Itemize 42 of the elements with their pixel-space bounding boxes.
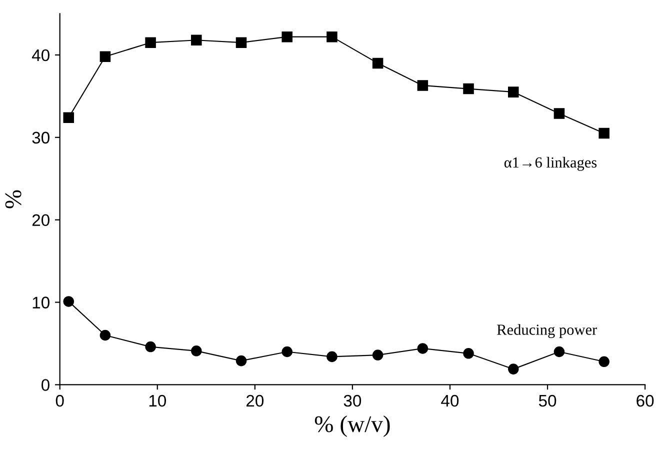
x-tick-label: 60 bbox=[636, 394, 654, 407]
point bbox=[554, 108, 565, 119]
point bbox=[598, 356, 610, 368]
point bbox=[326, 351, 338, 362]
point bbox=[372, 58, 384, 69]
point bbox=[598, 128, 610, 139]
point bbox=[372, 350, 384, 360]
x-tick-label: 50 bbox=[538, 394, 556, 407]
point bbox=[236, 355, 247, 366]
point bbox=[145, 37, 156, 48]
x-tick-label: 0 bbox=[56, 394, 64, 407]
series-label: α1→6 linkages bbox=[504, 156, 597, 171]
point bbox=[417, 80, 428, 91]
point bbox=[282, 31, 292, 42]
point bbox=[282, 346, 292, 358]
point bbox=[463, 83, 474, 94]
x-tick-label: 40 bbox=[441, 394, 459, 407]
point bbox=[191, 346, 202, 356]
x-tick-label: 20 bbox=[246, 394, 264, 407]
x-tick-label: 10 bbox=[149, 394, 166, 407]
point bbox=[100, 330, 111, 341]
point bbox=[508, 86, 519, 98]
y-tick-label: 10 bbox=[32, 296, 50, 308]
x-tick-label: 30 bbox=[344, 394, 362, 407]
point bbox=[508, 364, 519, 374]
point bbox=[145, 341, 156, 352]
y-tick-label: 40 bbox=[32, 49, 50, 62]
y-tick-label: 0 bbox=[42, 379, 50, 391]
x-axis-title: % (w/v) bbox=[314, 416, 390, 437]
y-tick-label: 30 bbox=[32, 132, 50, 144]
point bbox=[236, 37, 247, 48]
point bbox=[63, 112, 74, 123]
series-label: Reducing power bbox=[497, 324, 598, 338]
point bbox=[63, 296, 74, 307]
point bbox=[100, 51, 111, 62]
point bbox=[191, 34, 202, 46]
y-tick-label: 20 bbox=[32, 214, 50, 226]
point bbox=[326, 31, 338, 42]
y-axis-title: % bbox=[5, 190, 22, 208]
point bbox=[417, 343, 428, 354]
point bbox=[463, 348, 474, 359]
point bbox=[554, 346, 565, 358]
